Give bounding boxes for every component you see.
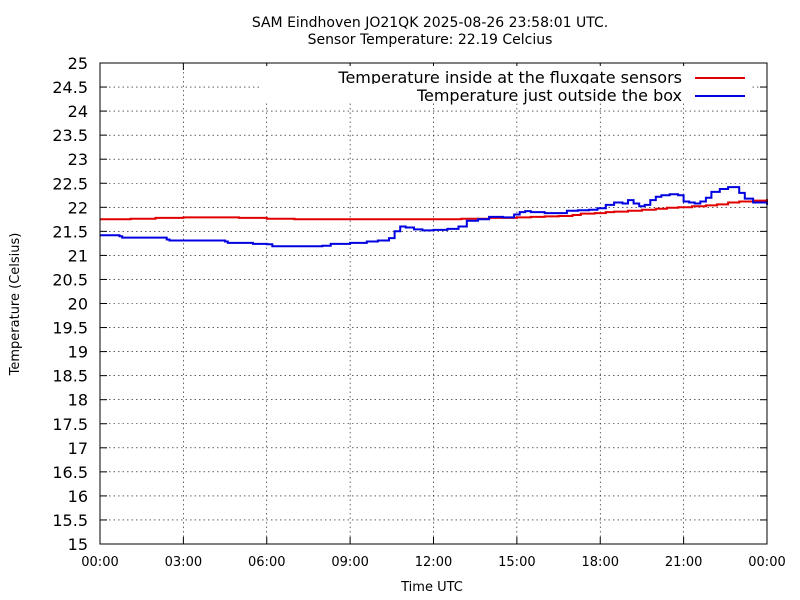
- y-tick-label: 20.5: [52, 270, 88, 289]
- y-tick-label: 22: [68, 198, 88, 217]
- x-tick-label: 15:00: [498, 555, 535, 570]
- legend-background: [260, 66, 752, 84]
- axis-ticks: 00:00 03:00 06:00 09:00 12:00 15:00 18:00 21:00…: [52, 54, 785, 570]
- y-tick-label: 15: [68, 535, 88, 554]
- y-tick-label: 18.5: [52, 367, 88, 386]
- y-tick-label: 16.5: [52, 463, 88, 482]
- x-tick-label: 03:00: [165, 555, 202, 570]
- y-tick-label: 21: [68, 246, 88, 265]
- chart-title: SAM Eindhoven JO21QK 2025-08-26 23:58:01…: [251, 15, 609, 31]
- x-tick-label: 09:00: [331, 555, 368, 570]
- x-tick-label: 00:00: [81, 555, 118, 570]
- legend-background: [260, 84, 752, 102]
- y-axis-label: Temperature (Celsius): [8, 233, 23, 377]
- grid: [100, 63, 767, 544]
- x-tick-label: 21:00: [665, 555, 702, 570]
- y-tick-label: 17: [68, 439, 88, 458]
- y-tick-label: 17.5: [52, 415, 88, 434]
- legend: Temperature inside at the fluxgate senso…: [260, 66, 752, 105]
- x-axis-label: Time UTC: [400, 580, 463, 595]
- y-tick-label: 22.5: [52, 174, 88, 193]
- x-tick-label: 12:00: [415, 555, 452, 570]
- plot-area: [100, 186, 768, 248]
- y-tick-label: 20: [68, 295, 88, 314]
- legend-label-2: Temperature just outside the box: [416, 86, 682, 105]
- y-tick-label: 21.5: [52, 222, 88, 241]
- y-tick-label: 24: [68, 102, 88, 121]
- y-tick-label: 24.5: [52, 78, 88, 97]
- y-tick-label: 18: [68, 391, 88, 410]
- chart-subtitle: Sensor Temperature: 22.19 Celcius: [307, 32, 553, 48]
- legend-label-1: Temperature inside at the fluxgate senso…: [337, 68, 682, 87]
- series-line-2: [100, 186, 768, 248]
- x-tick-label: 00:00: [748, 555, 785, 570]
- y-tick-label: 15.5: [52, 511, 88, 530]
- y-tick-label: 23: [68, 150, 88, 169]
- y-tick-label: 16: [68, 487, 88, 506]
- y-tick-label: 19: [68, 343, 88, 362]
- x-tick-label: 06:00: [248, 555, 285, 570]
- y-tick-label: 23.5: [52, 126, 88, 145]
- y-tick-label: 25: [68, 54, 88, 73]
- y-tick-label: 19.5: [52, 319, 88, 338]
- series-line-1: [100, 199, 768, 221]
- x-tick-label: 18:00: [582, 555, 619, 570]
